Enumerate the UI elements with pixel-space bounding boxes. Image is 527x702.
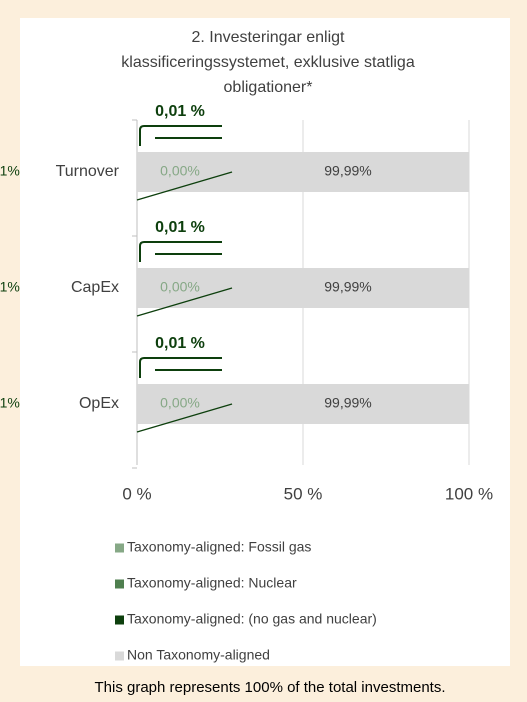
bar-segment [137, 268, 469, 308]
x-tick-label: 0 % [122, 484, 151, 503]
x-tick-label: 50 % [284, 484, 323, 503]
data-label: 0,01% [0, 395, 20, 411]
y-tick-label: OpEx [79, 395, 119, 412]
y-tick-label: CapEx [71, 279, 119, 296]
legend-label: Taxonomy-aligned: Fossil gas [127, 539, 311, 555]
chart-title: klassificeringssystemet, exklusive statl… [121, 54, 415, 71]
leader-line [136, 287, 233, 317]
leader-line [136, 403, 233, 433]
legend-label: Taxonomy-aligned: (no gas and nuclear) [127, 611, 377, 627]
chart-title: 2. Investeringar enligt [192, 29, 346, 46]
annotation: 0,01 % [155, 219, 205, 236]
bar-segment [137, 152, 469, 192]
bar-segment [137, 384, 469, 424]
data-label: 0,00% [160, 279, 200, 295]
legend-label: Taxonomy-aligned: Nuclear [127, 575, 297, 591]
data-label: 99,99% [324, 395, 371, 411]
leader-line [136, 171, 233, 201]
legend-swatch [115, 543, 124, 553]
legend-swatch [115, 579, 124, 589]
data-label: 99,99% [324, 163, 371, 179]
data-label: 99,99% [324, 279, 371, 295]
legend-label: Non Taxonomy-aligned [127, 647, 270, 663]
callout-line [139, 241, 222, 262]
callout-line [139, 125, 222, 146]
chart-title: obligationer* [224, 79, 313, 96]
data-label: 0,00% [160, 163, 200, 179]
annotation: 0,01 % [155, 335, 205, 352]
data-label: 0,01% [0, 279, 20, 295]
legend-swatch [115, 651, 124, 661]
x-tick-label: 100 % [445, 484, 493, 503]
data-label: 0,01% [0, 163, 20, 179]
legend-swatch [115, 615, 124, 625]
note: This graph represents 100% of the total … [94, 679, 445, 696]
data-label: 0,00% [160, 395, 200, 411]
y-tick-label: Turnover [56, 163, 120, 180]
callout-line [139, 357, 222, 378]
annotation: 0,01 % [155, 103, 205, 120]
plot-panel [20, 18, 510, 666]
